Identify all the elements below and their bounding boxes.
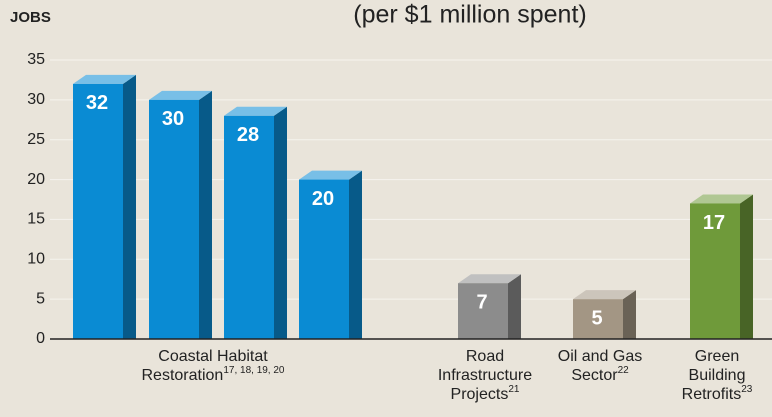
- y-tick-label: 15: [27, 211, 45, 228]
- category-note: 17, 18, 19, 20: [223, 365, 285, 376]
- category-note: 21: [508, 384, 520, 395]
- y-tick-label: 20: [27, 171, 45, 188]
- category-label: Road: [466, 348, 504, 365]
- value-label: 20: [312, 188, 334, 210]
- bar-front: [224, 115, 274, 339]
- bar-side: [199, 90, 212, 339]
- y-axis-label: JOBS: [10, 9, 51, 26]
- bar: [690, 194, 753, 339]
- category-label-line: Road: [466, 348, 504, 365]
- category-label: Building: [689, 367, 746, 384]
- chart-title: (per $1 million spent): [353, 1, 586, 29]
- bar: [224, 106, 287, 339]
- bar-front: [690, 203, 740, 339]
- bar-side: [349, 170, 362, 339]
- category-label: Sector22: [571, 365, 629, 385]
- value-label: 7: [476, 291, 487, 313]
- bar-top: [149, 90, 212, 100]
- category-label: Green: [695, 348, 739, 365]
- category-label-line: Infrastructure: [438, 367, 532, 384]
- y-tick-label: 35: [27, 51, 45, 68]
- bar-front: [149, 99, 199, 339]
- bar-front: [458, 283, 508, 339]
- category-label-line: Oil and Gas: [558, 348, 642, 365]
- bar: [149, 90, 212, 339]
- bar: [573, 290, 636, 339]
- bar-top: [573, 290, 636, 300]
- value-label: 17: [703, 212, 725, 234]
- y-tick-label: 25: [27, 131, 45, 148]
- category-label-line: Retrofits: [682, 386, 742, 403]
- category-label: Projects21: [451, 384, 520, 404]
- bar-side: [274, 106, 287, 339]
- bar-side: [123, 74, 136, 340]
- category-label: Infrastructure: [438, 367, 532, 384]
- bar-side: [740, 194, 753, 339]
- category-label-line: Projects: [451, 386, 509, 403]
- bar-front: [73, 83, 123, 340]
- category-note: 23: [741, 384, 753, 395]
- bar-top: [73, 74, 136, 84]
- bar: [299, 170, 362, 339]
- value-label: 28: [237, 124, 259, 146]
- category-label-line: Green: [695, 348, 739, 365]
- bar-front: [573, 299, 623, 339]
- category-label-line: Sector: [571, 367, 618, 384]
- bar-top: [299, 170, 362, 180]
- bar: [73, 74, 136, 340]
- category-label: Restoration17, 18, 19, 20: [142, 365, 285, 385]
- y-tick-label: 10: [27, 251, 45, 268]
- value-label: 32: [86, 92, 108, 114]
- bar-side: [623, 290, 636, 339]
- bar-top: [690, 194, 753, 204]
- bar: [458, 274, 521, 339]
- category-label-line: Building: [689, 367, 746, 384]
- category-label: Oil and Gas: [558, 348, 642, 365]
- category-note: 22: [618, 365, 630, 376]
- category-label: Retrofits23: [682, 384, 753, 404]
- y-tick-label: 5: [36, 290, 45, 307]
- y-tick-label: 0: [36, 330, 45, 347]
- category-label-line: Restoration: [142, 367, 224, 384]
- value-label: 30: [162, 108, 184, 130]
- category-label-line: Coastal Habitat: [158, 348, 268, 365]
- bar-side: [508, 274, 521, 339]
- category-label: Coastal Habitat: [158, 348, 268, 365]
- y-tick-label: 30: [27, 91, 45, 108]
- bar-front: [299, 179, 349, 339]
- bar-top: [458, 274, 521, 284]
- value-label: 5: [591, 307, 602, 329]
- bar-top: [224, 106, 287, 116]
